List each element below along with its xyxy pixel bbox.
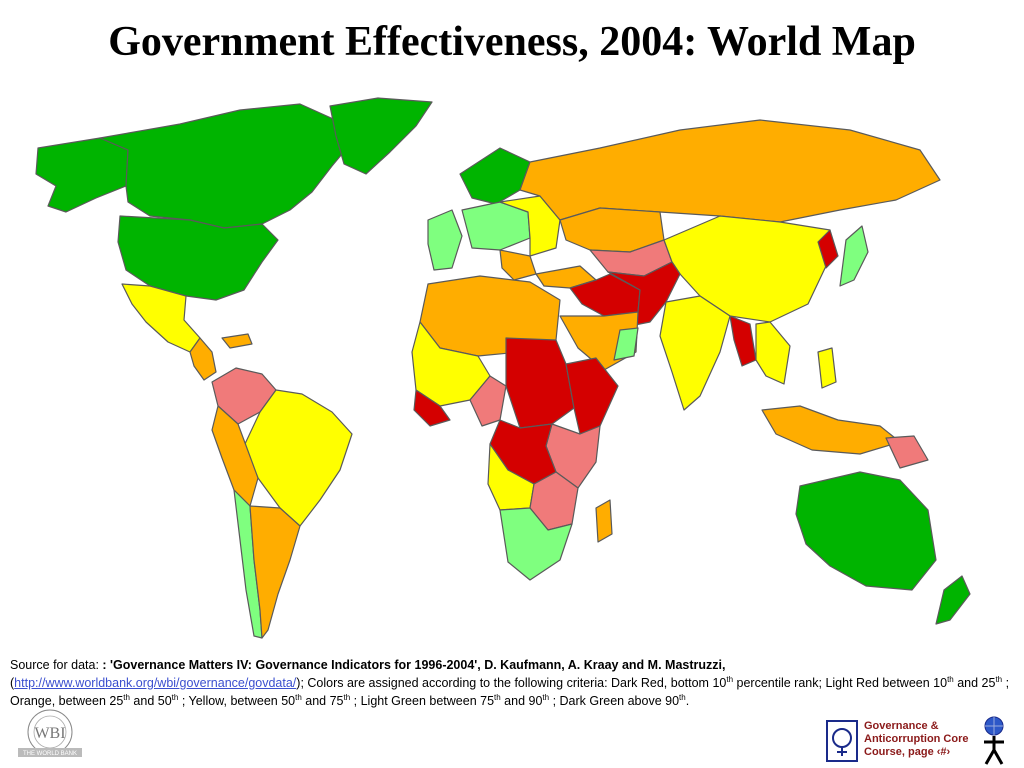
region-japan	[839, 225, 869, 287]
wbi-logo-text: WBI	[34, 725, 65, 742]
caption-text: ; Yellow, between 50	[178, 694, 296, 708]
region-india	[659, 295, 731, 411]
caption-link[interactable]: http://www.worldbank.org/wbi/governance/…	[14, 676, 297, 690]
footer-line-1: Governance &	[864, 720, 939, 732]
region-scandinavia	[459, 147, 531, 205]
caption-sup: th	[494, 692, 501, 702]
caption-text: and 90	[500, 694, 543, 708]
caption-text: ; Light Green between 75	[350, 694, 495, 708]
region-argentina	[249, 505, 301, 639]
data-source-caption: Source for data: : 'Governance Matters I…	[10, 656, 1010, 710]
region-papua	[885, 435, 929, 469]
caption-source-prefix: Source for data:	[10, 658, 103, 672]
caption-text: and 25	[953, 676, 996, 690]
region-nigeria	[469, 375, 507, 427]
caption-sup: th	[679, 692, 686, 702]
caption-sup: th	[171, 692, 179, 702]
caption-sup: th	[726, 674, 734, 684]
region-southeast-asia	[755, 321, 791, 385]
caption-sup: th	[995, 674, 1003, 684]
caption-sup: th	[123, 692, 130, 702]
wbi-logo: WBI THE WORLD BANK	[18, 709, 82, 757]
world-map	[35, 97, 971, 639]
caption-text: .	[685, 694, 690, 708]
caption-text: ); Colors are assigned according to the …	[296, 676, 727, 690]
region-iberia-uk-west	[427, 209, 463, 271]
caption-source-title: : 'Governance Matters IV: Governance Ind…	[102, 658, 726, 672]
region-afghanistan-pakistan	[607, 261, 681, 327]
caption-sup: th	[542, 692, 550, 702]
region-russia	[519, 119, 941, 223]
region-indonesia	[761, 405, 901, 455]
wbi-logo-band-text: THE WORLD BANK	[23, 751, 77, 757]
caption-text: and 75	[301, 694, 344, 708]
caption-sup: th	[947, 674, 954, 684]
region-southern-africa	[499, 507, 573, 581]
region-central-america	[189, 337, 217, 381]
region-horn	[565, 357, 619, 435]
region-gulf	[613, 327, 639, 361]
footer-line-3: Course, page ‹#›	[864, 746, 951, 758]
caption-paren-open: (	[10, 676, 15, 690]
caption-text: ; Dark Green above 90	[549, 694, 680, 708]
region-new-zealand	[935, 575, 971, 625]
footer-line-2: Anticorruption Core	[864, 733, 969, 745]
region-korea	[817, 229, 839, 269]
caption-text: and 50	[129, 694, 172, 708]
course-icon	[826, 720, 858, 762]
region-caribbean	[221, 333, 253, 349]
region-west-coast	[413, 389, 451, 427]
region-madagascar	[595, 499, 613, 543]
region-philippines	[817, 347, 837, 389]
region-australia	[795, 471, 937, 591]
region-myanmar	[729, 315, 757, 367]
caption-text: percentile rank; Light Red between 10	[733, 676, 948, 690]
region-alaska	[35, 137, 129, 213]
caption-sup: th	[295, 692, 302, 702]
region-greenland	[329, 97, 433, 175]
page-title: Government Effectiveness, 2004: World Ma…	[108, 19, 916, 65]
region-sudan-chad	[505, 337, 575, 429]
region-canada	[99, 103, 353, 229]
course-footer: Governance & Anticorruption Core Course,…	[864, 720, 984, 759]
region-usa	[117, 215, 279, 301]
globe-figure-icon	[984, 716, 1004, 765]
caption-text: ; Orange, between 25	[10, 676, 1010, 708]
caption-sup: th	[343, 692, 351, 702]
region-balkans	[499, 249, 537, 281]
